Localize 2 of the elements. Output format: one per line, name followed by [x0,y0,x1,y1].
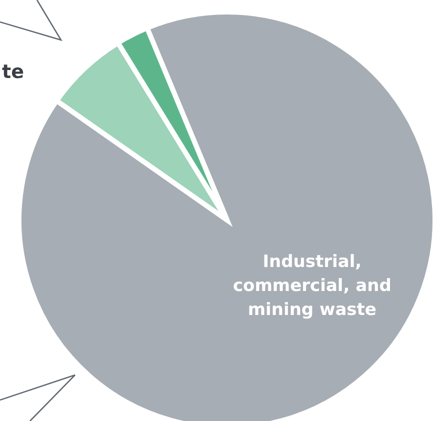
text: te [2,61,24,83]
slice-label: Industrial, commercial, and mining waste [232,252,392,320]
